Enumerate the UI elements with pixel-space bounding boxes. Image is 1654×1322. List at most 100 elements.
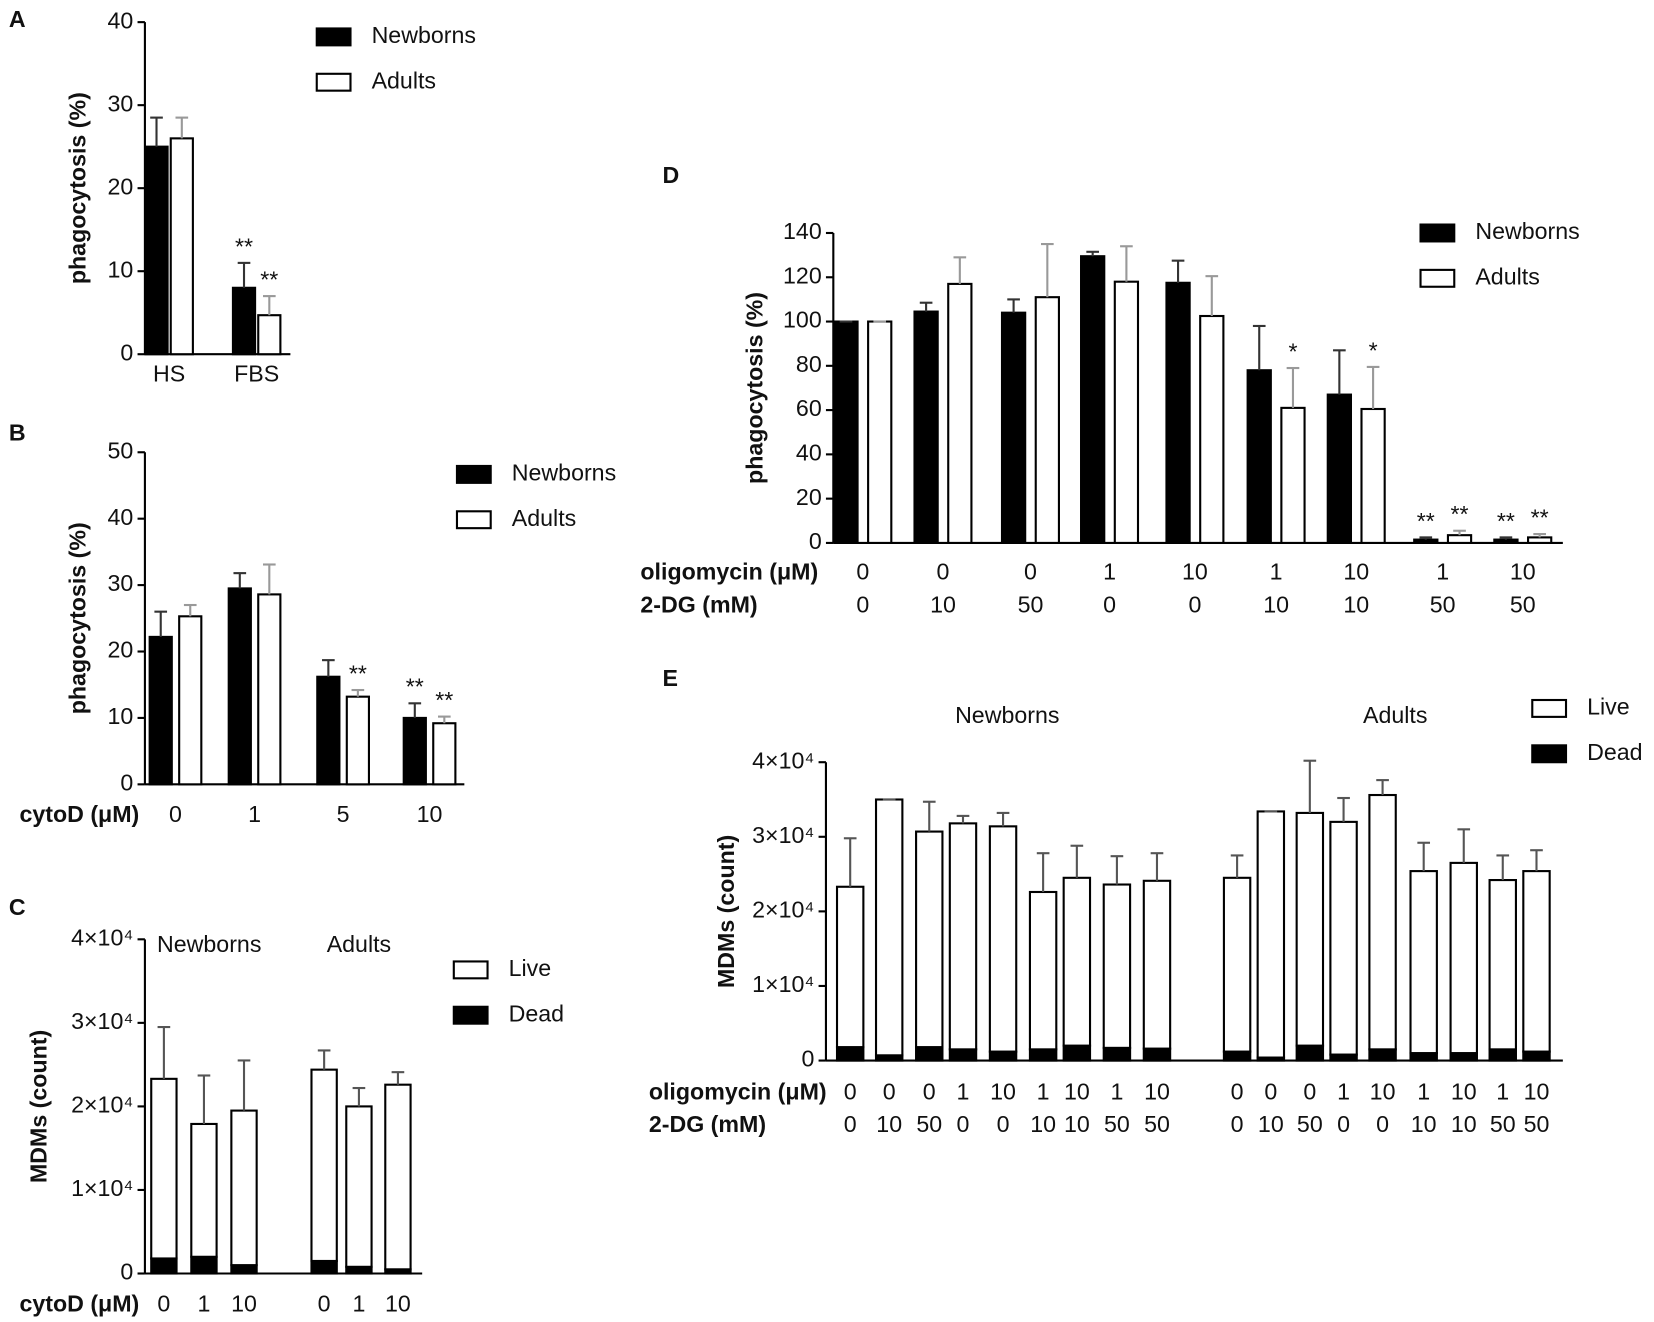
- bar-segment: [1522, 870, 1551, 1053]
- group-label: Adults: [327, 931, 391, 957]
- x-tick-label: 10: [1524, 1078, 1550, 1104]
- legend-swatch: [315, 27, 352, 47]
- significance: **: [1451, 501, 1469, 527]
- bar-segment: [1522, 1050, 1551, 1062]
- y-tick-label: 4×10⁴: [752, 747, 814, 773]
- bar-segment: [310, 1259, 338, 1275]
- bar-segment: [190, 1122, 218, 1258]
- bar: [1413, 538, 1439, 544]
- legend-swatch: [1531, 744, 1568, 764]
- y-tick-label: 10: [108, 703, 134, 729]
- x-tick-label: 10: [1258, 1111, 1284, 1137]
- bar-segment: [190, 1255, 218, 1275]
- significance: *: [1288, 338, 1297, 364]
- legend-label: Adults: [512, 505, 576, 531]
- x-tick-label: 0: [1103, 591, 1116, 617]
- y-tick-label: 10: [108, 256, 134, 282]
- legend-swatch: [455, 464, 492, 484]
- bar-segment: [874, 798, 904, 1057]
- x-tick-label: 50: [1018, 591, 1044, 617]
- bar-segment: [915, 830, 944, 1049]
- bar-segment: [230, 1109, 258, 1267]
- legend-label: Dead: [1587, 739, 1642, 765]
- x-tick-label: 10: [1064, 1078, 1090, 1104]
- y-tick-label: 1×10⁴: [71, 1175, 133, 1201]
- significance: **: [406, 674, 424, 700]
- bar: [867, 320, 893, 544]
- bar: [1000, 311, 1027, 544]
- x-tick-label: 0: [1376, 1111, 1389, 1137]
- x-tick-label: 1: [1110, 1078, 1123, 1104]
- bar-segment: [1222, 876, 1252, 1053]
- x-tick-label: 50: [1490, 1111, 1516, 1137]
- bar: [1199, 314, 1225, 544]
- x-tick-label: 50: [1144, 1111, 1170, 1137]
- y-tick-label: 120: [783, 262, 822, 288]
- bar: [231, 286, 257, 356]
- bar-segment: [1102, 883, 1132, 1049]
- x-row-label: oligomycin (μM): [640, 559, 818, 585]
- bar-segment: [1062, 1044, 1092, 1062]
- x-row-label: cytoD (μM): [19, 801, 139, 827]
- bar-segment: [1295, 811, 1325, 1047]
- x-tick-label: 0: [1188, 591, 1201, 617]
- bar-segment: [988, 1050, 1018, 1062]
- x-tick-label: 1: [197, 1290, 210, 1316]
- group-label: Newborns: [157, 931, 261, 957]
- y-tick-label: 140: [783, 218, 822, 244]
- bar-segment: [1256, 810, 1286, 1059]
- x-tick-label: 10: [231, 1290, 257, 1316]
- bar: [169, 137, 194, 356]
- bar-segment: [1488, 878, 1517, 1051]
- y-tick-label: 0: [809, 528, 822, 554]
- x-row-label: oligomycin (μM): [649, 1078, 827, 1104]
- bar: [833, 320, 859, 544]
- bar-segment: [150, 1257, 178, 1275]
- x-tick-label: 50: [1297, 1111, 1323, 1137]
- bar-segment: [1102, 1046, 1132, 1062]
- legend-label: Newborns: [372, 22, 476, 48]
- legend-label: Live: [509, 955, 552, 981]
- bar-segment: [1142, 879, 1172, 1050]
- bar: [316, 675, 341, 786]
- bar: [432, 722, 457, 786]
- x-tick-label: 10: [1343, 559, 1369, 585]
- x-tick-label: 10: [417, 801, 443, 827]
- legend-label: Newborns: [512, 460, 616, 486]
- bar: [1280, 406, 1306, 544]
- x-tick-label: 1: [1337, 1078, 1350, 1104]
- y-axis-label: MDMs (count): [26, 1030, 52, 1183]
- bar: [402, 716, 427, 786]
- bar: [1446, 534, 1473, 544]
- x-tick-label: 10: [1182, 559, 1208, 585]
- x-tick-label: 1: [1496, 1078, 1509, 1104]
- y-tick-label: 100: [783, 307, 822, 333]
- bar-segment: [1142, 1047, 1172, 1062]
- y-tick-label: 50: [108, 437, 134, 463]
- x-tick-label: 1: [248, 801, 261, 827]
- panel-letter: B: [9, 419, 26, 445]
- legend-swatch: [452, 960, 489, 980]
- bar-segment: [230, 1264, 258, 1275]
- x-tick-label: 1: [1103, 559, 1116, 585]
- x-tick-label: 0: [923, 1078, 936, 1104]
- bar-segment: [948, 1048, 978, 1062]
- x-tick-label: 1: [1037, 1078, 1050, 1104]
- y-tick-label: 0: [120, 769, 133, 795]
- bar: [1034, 296, 1060, 544]
- x-tick-label: 1: [1436, 559, 1449, 585]
- x-tick-label: 1: [352, 1290, 365, 1316]
- x-row-label: 2-DG (mM): [640, 591, 757, 617]
- x-tick-label: 10: [1451, 1111, 1477, 1137]
- legend-label: Live: [1587, 694, 1630, 720]
- x-tick-label: 50: [1430, 591, 1456, 617]
- x-tick-label: 10: [1510, 559, 1536, 585]
- legend-swatch: [452, 1005, 489, 1025]
- y-tick-label: 30: [108, 570, 134, 596]
- x-tick-label: 0: [856, 559, 869, 585]
- x-tick-label: 0: [883, 1078, 896, 1104]
- x-tick-label: 0: [1337, 1111, 1350, 1137]
- x-tick-label: 0: [1231, 1078, 1244, 1104]
- y-tick-label: 80: [796, 351, 822, 377]
- bar-segment: [1449, 1052, 1478, 1062]
